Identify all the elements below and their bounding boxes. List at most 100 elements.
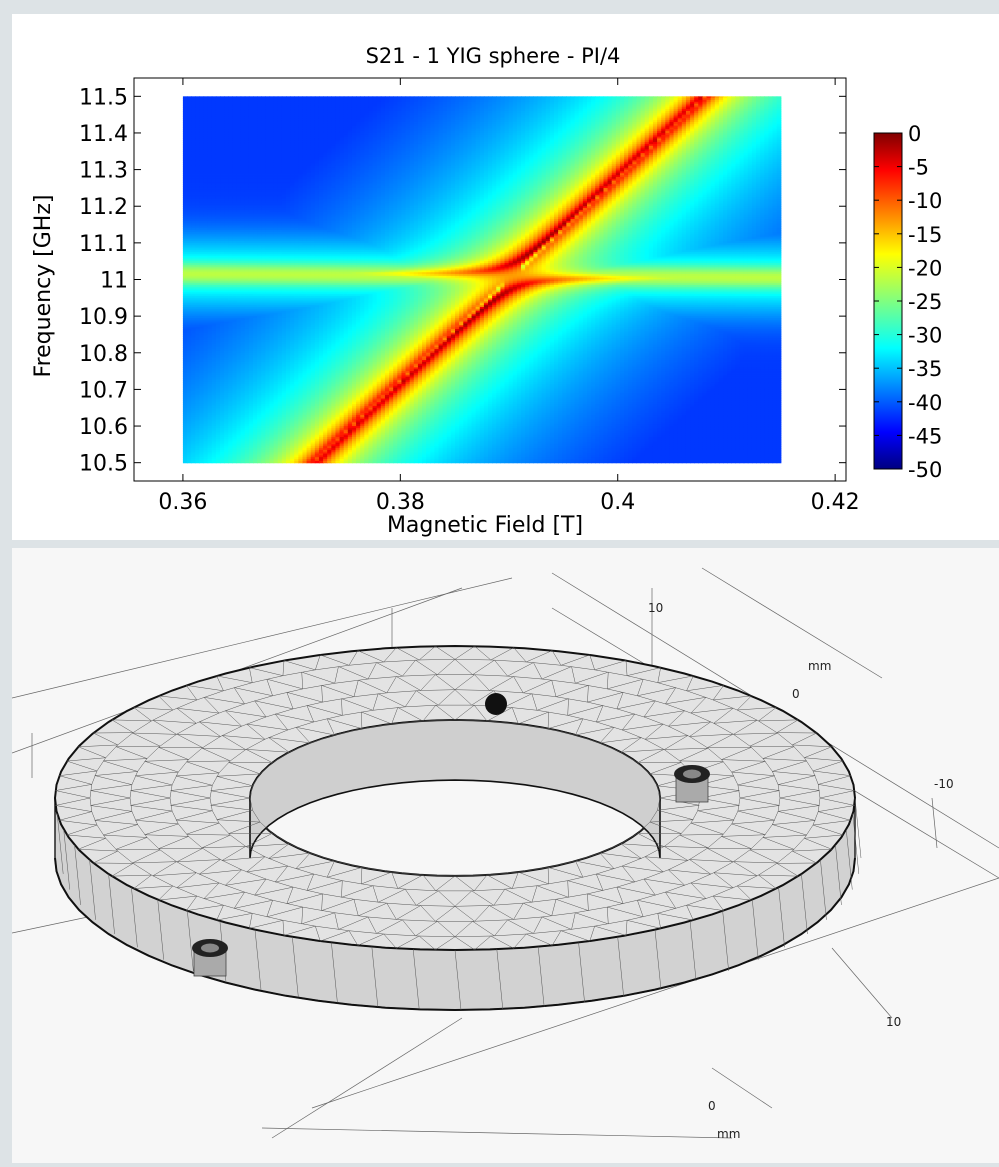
- heatmap-cell: [199, 317, 205, 321]
- heatmap-cell: [240, 339, 246, 343]
- heatmap-cell: [215, 220, 221, 224]
- heatmap-cell: [207, 235, 213, 238]
- heatmap-cell: [195, 460, 201, 464]
- heatmap-cell: [207, 295, 213, 299]
- heatmap-cell: [203, 413, 209, 416]
- heatmap-cell: [182, 136, 188, 140]
- heatmap-cell: [182, 131, 188, 134]
- heatmap-cell: [199, 239, 205, 242]
- heatmap-cell: [182, 138, 188, 141]
- heatmap-cell: [187, 352, 192, 356]
- heatmap-cell: [203, 312, 209, 315]
- heatmap-cell: [187, 433, 192, 436]
- heatmap-cell: [232, 361, 238, 365]
- heatmap-cell: [224, 314, 229, 317]
- heatmap-cell: [240, 345, 246, 348]
- heatmap-cell: [215, 453, 221, 456]
- heatmap-cell: [240, 363, 246, 367]
- heatmap-cell: [220, 118, 225, 121]
- heatmap-cell: [207, 154, 213, 158]
- heatmap-cell: [199, 334, 205, 337]
- heatmap-cell: [211, 402, 217, 405]
- heatmap-cell: [195, 448, 201, 451]
- heatmap-cell: [187, 268, 192, 271]
- heatmap-cell: [207, 219, 213, 222]
- heatmap-cell: [220, 224, 225, 227]
- heatmap-cell: [228, 393, 233, 396]
- heatmap-cell: [211, 431, 217, 434]
- heatmap-cell: [203, 224, 209, 227]
- heatmap-cell: [182, 123, 188, 127]
- heatmap-cell: [240, 374, 246, 378]
- heatmap-cell: [203, 213, 209, 216]
- heatmap-cell: [240, 290, 246, 293]
- heatmap-cell: [195, 402, 201, 405]
- heatmap-cell: [187, 101, 192, 105]
- heatmap-cell: [244, 132, 250, 136]
- heatmap-cell: [199, 347, 205, 350]
- heatmap-cell: [187, 184, 192, 187]
- heatmap-cell: [244, 178, 250, 182]
- heatmap-cell: [203, 299, 209, 303]
- heatmap-cell: [240, 411, 246, 414]
- heatmap-cell: [228, 413, 233, 416]
- heatmap-cell: [195, 393, 201, 396]
- heatmap-cell: [203, 145, 209, 149]
- heatmap-cell: [224, 383, 229, 387]
- heatmap-cell: [236, 356, 242, 359]
- heatmap-cell: [191, 121, 196, 125]
- heatmap-cell: [236, 274, 242, 277]
- heatmap-cell: [232, 233, 238, 237]
- heatmap-cell: [244, 424, 250, 427]
- heatmap-cell: [240, 272, 246, 275]
- heatmap-cell: [191, 336, 196, 339]
- heatmap-cell: [182, 393, 188, 396]
- heatmap-cell: [203, 248, 209, 251]
- heatmap-cell: [191, 433, 196, 436]
- heatmap-cell: [220, 275, 225, 279]
- heatmap-cell: [228, 202, 233, 205]
- heatmap-cell: [244, 449, 250, 453]
- heatmap-cell: [182, 257, 188, 260]
- heatmap-cell: [211, 310, 217, 314]
- heatmap-cell: [207, 427, 213, 431]
- heatmap-cell: [244, 455, 250, 458]
- heatmap-cell: [191, 125, 196, 129]
- heatmap-cell: [244, 162, 250, 165]
- heatmap-cell: [199, 200, 205, 204]
- heatmap-cell: [236, 255, 242, 259]
- heatmap-cell: [203, 99, 209, 103]
- heatmap-cell: [232, 457, 238, 460]
- heatmap-cell: [244, 140, 250, 143]
- heatmap-cell: [224, 147, 229, 151]
- heatmap-cell: [240, 224, 246, 227]
- heatmap-cell: [236, 341, 242, 345]
- heatmap-cell: [207, 317, 213, 321]
- heatmap-cell: [207, 110, 213, 114]
- heatmap-cell: [199, 372, 205, 376]
- heatmap-cell: [244, 261, 250, 264]
- heatmap-cell: [195, 283, 201, 286]
- heatmap-cell: [211, 400, 217, 403]
- heatmap-cell: [240, 220, 246, 224]
- heatmap-cell: [240, 371, 246, 374]
- heatmap-cell: [211, 314, 217, 317]
- heatmap-cell: [207, 301, 213, 304]
- heatmap-cell: [195, 171, 201, 174]
- heatmap-cell: [240, 175, 246, 178]
- heatmap-cell: [191, 385, 196, 389]
- heatmap-cell: [240, 206, 246, 209]
- heatmap-cell: [244, 151, 250, 154]
- heatmap-cell: [220, 438, 225, 442]
- heatmap-cell: [207, 164, 213, 167]
- heatmap-cell: [207, 109, 213, 112]
- heatmap-cell: [182, 121, 188, 125]
- heatmap-cell: [236, 134, 242, 138]
- heatmap-cell: [240, 233, 246, 237]
- heatmap-cell: [182, 208, 188, 211]
- heatmap-cell: [244, 350, 250, 354]
- heatmap-cell: [220, 361, 225, 365]
- heatmap-cell: [236, 211, 242, 215]
- heatmap-cell: [203, 277, 209, 281]
- heatmap-cell: [191, 378, 196, 381]
